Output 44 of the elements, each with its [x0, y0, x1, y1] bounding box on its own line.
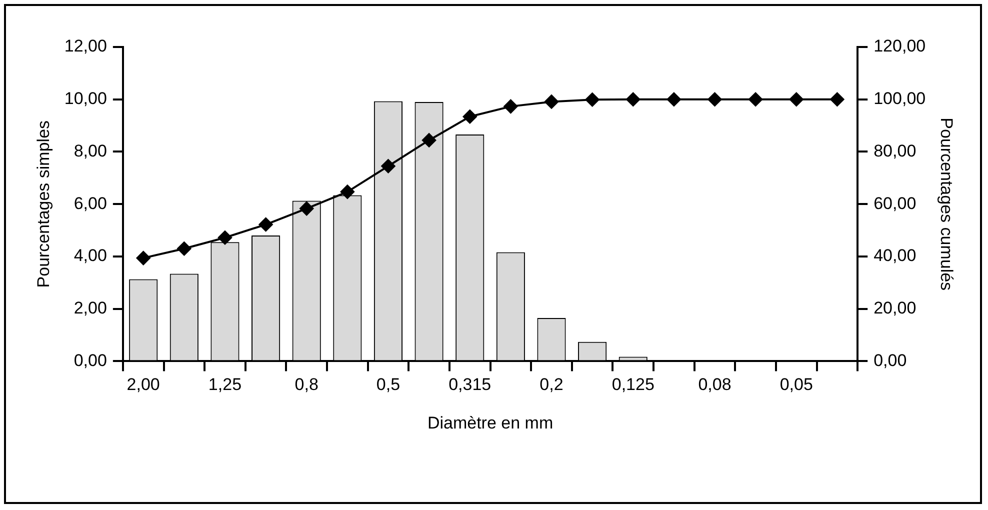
- y-tick-label: 6,00: [74, 194, 107, 213]
- point: [381, 159, 396, 174]
- point: [544, 94, 558, 109]
- point: [258, 218, 273, 232]
- point: [422, 133, 436, 148]
- y2-tick-label: 60,00: [874, 194, 916, 213]
- point: [504, 99, 518, 114]
- x-tick-label: 0,2: [540, 375, 564, 394]
- y2-tick-label: 100,00: [874, 89, 926, 108]
- point: [340, 184, 354, 199]
- point: [666, 92, 681, 106]
- point: [136, 251, 150, 266]
- x-tick-label: 0,05: [780, 375, 813, 394]
- x-tick-label: 0,08: [698, 375, 732, 394]
- point: [462, 110, 477, 124]
- y2-axis-title: Pourcentages cumulés: [937, 118, 956, 291]
- point: [789, 92, 804, 106]
- x-tick-label: 1,25: [208, 375, 242, 394]
- y-tick-label: 4,00: [74, 246, 107, 266]
- y2-tick-label: 40,00: [874, 246, 916, 266]
- y-tick-label: 8,00: [74, 141, 107, 160]
- point: [218, 230, 232, 245]
- y2-tick-label: 0,00: [874, 350, 907, 370]
- point: [830, 92, 844, 106]
- y-tick-label: 0,00: [74, 350, 107, 370]
- point: [748, 92, 763, 106]
- y-tick-label: 12,00: [64, 36, 107, 56]
- point: [585, 92, 600, 107]
- y2-tick-label: 80,00: [874, 141, 916, 160]
- x-tick-label: 0,5: [376, 375, 400, 394]
- y-tick-label: 10,00: [64, 89, 107, 108]
- y-tick-label: 2,00: [74, 298, 107, 318]
- y2-tick-label: 120,00: [874, 36, 926, 56]
- y2-tick-label: 20,00: [874, 298, 916, 318]
- x-tick-label: 0,125: [612, 375, 654, 394]
- point: [177, 242, 192, 256]
- x-tick-label: 0,315: [448, 375, 492, 394]
- y-axis-title: Pourcentages simples: [34, 120, 53, 288]
- point: [300, 202, 314, 216]
- x-axis-title: Diamètre en mm: [427, 413, 554, 432]
- x-tick-label: 2,00: [126, 375, 160, 394]
- point: [708, 92, 722, 106]
- x-tick-label: 0,8: [294, 375, 318, 394]
- point: [626, 92, 640, 106]
